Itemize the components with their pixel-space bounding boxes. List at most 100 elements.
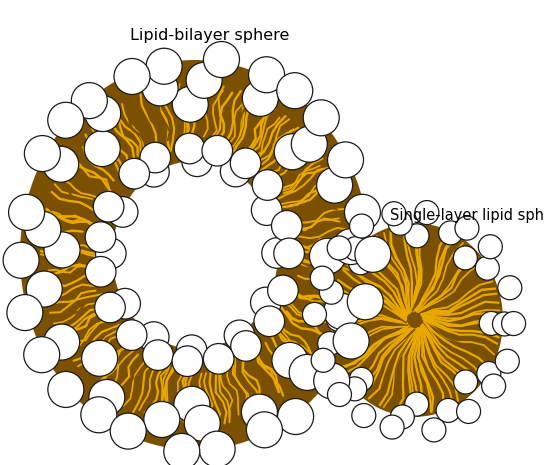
Ellipse shape: [113, 161, 277, 349]
Circle shape: [277, 399, 313, 434]
Circle shape: [231, 331, 261, 361]
Circle shape: [144, 401, 180, 438]
Circle shape: [274, 238, 305, 269]
Ellipse shape: [20, 60, 370, 450]
Circle shape: [405, 392, 429, 416]
Circle shape: [94, 192, 124, 222]
Circle shape: [310, 266, 334, 290]
Ellipse shape: [327, 223, 503, 417]
Circle shape: [140, 142, 171, 173]
Circle shape: [272, 342, 308, 379]
Circle shape: [24, 337, 60, 373]
Circle shape: [110, 413, 146, 449]
Circle shape: [230, 148, 261, 179]
Circle shape: [326, 307, 350, 332]
Circle shape: [172, 86, 208, 122]
Circle shape: [95, 292, 125, 323]
Circle shape: [184, 405, 220, 441]
Circle shape: [251, 287, 281, 318]
Text: Single-layer lipid sphere: Single-layer lipid sphere: [390, 208, 544, 223]
Circle shape: [479, 312, 503, 335]
Circle shape: [26, 271, 62, 307]
Circle shape: [24, 136, 60, 172]
Circle shape: [405, 224, 429, 248]
Circle shape: [172, 346, 203, 377]
Circle shape: [48, 372, 84, 407]
Circle shape: [252, 170, 283, 200]
Circle shape: [242, 394, 277, 430]
Circle shape: [85, 257, 116, 287]
Circle shape: [380, 415, 404, 439]
Circle shape: [143, 340, 173, 371]
Circle shape: [254, 306, 285, 337]
Circle shape: [116, 320, 147, 351]
Circle shape: [318, 332, 342, 356]
Circle shape: [71, 83, 107, 119]
Circle shape: [138, 322, 169, 352]
Circle shape: [96, 238, 126, 269]
Circle shape: [164, 433, 200, 465]
Circle shape: [436, 399, 460, 423]
Circle shape: [176, 335, 207, 365]
Circle shape: [3, 242, 39, 278]
Circle shape: [186, 62, 222, 99]
Circle shape: [174, 133, 205, 164]
Circle shape: [456, 399, 480, 424]
Circle shape: [139, 156, 169, 187]
Circle shape: [119, 159, 150, 189]
Circle shape: [44, 232, 80, 268]
Circle shape: [251, 195, 282, 226]
Circle shape: [388, 211, 412, 235]
Circle shape: [347, 284, 384, 320]
Circle shape: [454, 370, 478, 394]
Circle shape: [355, 236, 391, 272]
Circle shape: [81, 397, 117, 433]
Circle shape: [319, 280, 343, 304]
Circle shape: [249, 57, 285, 93]
Circle shape: [220, 156, 251, 187]
Circle shape: [107, 197, 138, 227]
Circle shape: [343, 237, 368, 261]
Circle shape: [43, 146, 79, 182]
Circle shape: [242, 80, 279, 116]
Circle shape: [502, 312, 526, 336]
Circle shape: [352, 404, 376, 427]
Circle shape: [199, 431, 235, 465]
Circle shape: [289, 354, 325, 391]
Circle shape: [391, 405, 415, 429]
Circle shape: [349, 251, 373, 275]
Circle shape: [182, 146, 212, 177]
Circle shape: [246, 412, 282, 448]
Circle shape: [146, 48, 182, 84]
Circle shape: [89, 379, 125, 415]
Circle shape: [85, 96, 121, 132]
Circle shape: [453, 246, 478, 270]
Circle shape: [324, 293, 360, 329]
Circle shape: [438, 221, 462, 245]
Circle shape: [277, 73, 313, 109]
Circle shape: [415, 200, 439, 225]
Circle shape: [455, 216, 479, 240]
Circle shape: [382, 202, 406, 226]
Circle shape: [302, 302, 326, 326]
Circle shape: [327, 142, 363, 178]
Circle shape: [475, 256, 499, 280]
Circle shape: [498, 276, 522, 300]
Circle shape: [85, 222, 116, 252]
Circle shape: [350, 214, 374, 238]
Circle shape: [327, 236, 351, 260]
Circle shape: [268, 275, 298, 306]
Circle shape: [82, 340, 118, 376]
Circle shape: [44, 324, 79, 360]
Circle shape: [203, 41, 239, 78]
Circle shape: [314, 363, 350, 399]
Circle shape: [292, 126, 327, 162]
Circle shape: [84, 131, 120, 166]
Circle shape: [9, 194, 45, 230]
Circle shape: [349, 367, 373, 392]
Text: Lipid-bilayer sphere: Lipid-bilayer sphere: [130, 28, 289, 43]
Circle shape: [262, 238, 292, 268]
Circle shape: [310, 238, 345, 274]
Circle shape: [492, 312, 516, 336]
Circle shape: [422, 418, 446, 442]
